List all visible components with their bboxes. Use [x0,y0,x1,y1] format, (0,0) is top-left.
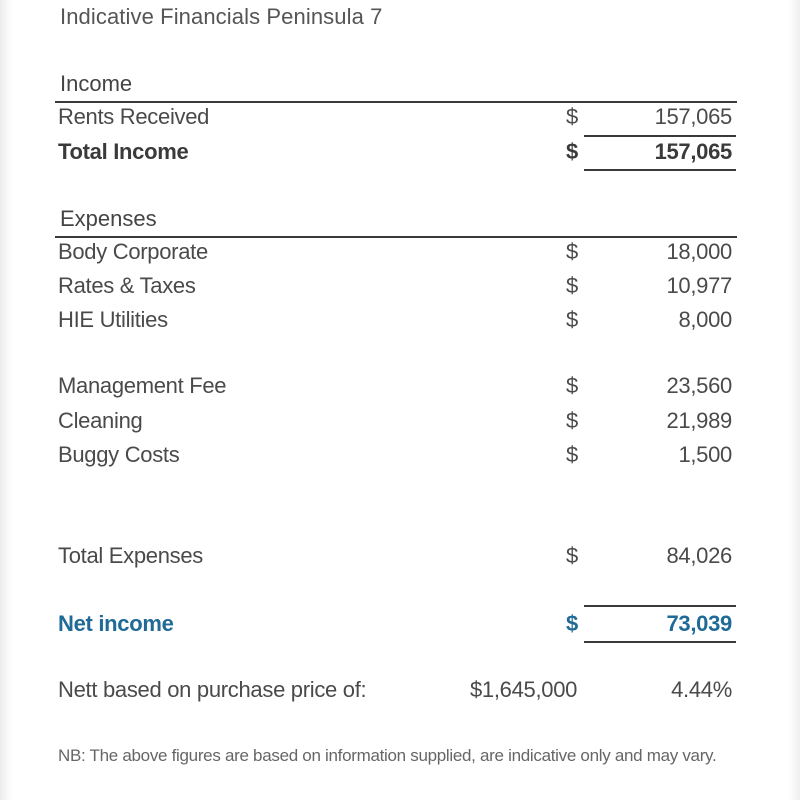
expense-row: Buggy Costs $ 1,500 [0,442,800,472]
expense-row: Body Corporate $ 18,000 [0,239,800,269]
currency-symbol: $ [566,239,579,264]
currency-symbol: $ [566,373,579,398]
total-expenses-row: Total Expenses $ 84,026 [0,543,800,573]
total-income-row: Total Income $ 157,065 [0,139,800,169]
net-income-top-rule [584,605,736,607]
expense-row: HIE Utilities $ 8,000 [0,307,800,337]
row-amount: 1,500 [678,442,732,467]
expense-row: Management Fee $ 23,560 [0,373,800,403]
disclaimer-note: NB: The above figures are based on infor… [58,746,717,765]
row-label: Buggy Costs [58,442,180,467]
row-amount: 23,560 [666,373,733,398]
currency-symbol: $ [566,307,579,332]
expenses-heading: Expenses [60,206,157,231]
currency-symbol: $ [566,139,579,164]
row-amount: 21,989 [666,408,733,433]
row-label: Rents Received [58,104,210,129]
expense-row: Cleaning $ 21,989 [0,408,800,438]
row-amount: 8,000 [678,307,732,332]
total-income-rule [584,169,736,171]
document-title: Indicative Financials Peninsula 7 [60,4,383,29]
currency-symbol: $ [566,442,579,467]
currency-symbol: $ [566,273,579,298]
income-subtotal-rule [584,135,736,137]
expenses-divider [55,236,737,238]
net-income-row: Net income $ 73,039 [0,611,800,641]
currency-symbol: $ [566,408,579,433]
row-amount: 18,000 [666,239,733,264]
row-label: Net income [58,611,174,636]
income-row-rents: Rents Received $ 157,065 [0,104,800,134]
row-amount: 84,026 [666,543,733,568]
net-income-bottom-rule [584,641,736,643]
yield-label: Nett based on purchase price of: [58,677,367,702]
income-heading: Income [60,71,133,96]
row-amount: 157,065 [654,104,733,129]
expense-row: Rates & Taxes $ 10,977 [0,273,800,303]
row-label: Total Income [58,139,189,164]
left-edge-shadow [0,0,12,800]
row-label: Total Expenses [58,543,203,568]
row-label: Management Fee [58,373,227,398]
currency-symbol: $ [566,611,579,636]
row-label: HIE Utilities [58,307,168,332]
yield-row: Nett based on purchase price of: $1,645,… [0,677,800,707]
row-label: Body Corporate [58,239,208,264]
yield-percent: 4.44% [671,677,732,702]
income-divider [55,101,737,103]
currency-symbol: $ [566,104,579,129]
row-label: Cleaning [58,408,143,433]
row-amount: 10,977 [666,273,733,298]
row-amount: 157,065 [654,139,733,164]
currency-symbol: $ [566,543,579,568]
row-amount: 73,039 [666,611,733,636]
row-label: Rates & Taxes [58,273,196,298]
purchase-price: $1,645,000 [470,677,578,702]
right-edge-shadow [788,0,800,800]
